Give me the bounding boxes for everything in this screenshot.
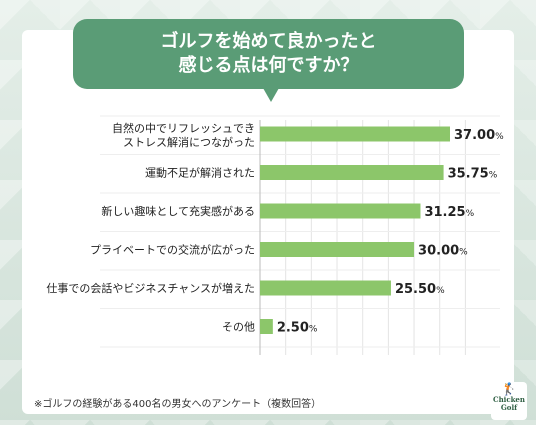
bar <box>260 242 415 257</box>
title-line-1: ゴルフを始めて良かったと <box>160 31 377 52</box>
category-label: その他 <box>222 321 255 334</box>
category-label: プライベートでの交流が広がった <box>90 243 255 257</box>
bar <box>260 203 421 219</box>
logo-text-line-2: Golf <box>500 403 518 412</box>
value-label: 30.00% <box>418 244 468 259</box>
logo-text-line-1: Chicken <box>493 395 525 404</box>
category-label: 自然の中でリフレッシュできストレス解消につながった <box>112 121 255 149</box>
value-label: 35.75% <box>448 167 498 182</box>
title-bubble-tail <box>263 88 279 102</box>
bar <box>260 165 444 180</box>
value-label: 31.25% <box>424 205 474 220</box>
golf-tee-icon: 🏌 <box>501 382 517 396</box>
bar <box>260 280 391 296</box>
footnote: ※ゴルフの経験がある400名の男女へのアンケート（複数回答） <box>34 399 322 410</box>
value-label: 37.00% <box>454 128 504 143</box>
title-line-2: 感じる点は何ですか？ <box>178 55 359 76</box>
category-label: 仕事での会話やビジネスチャンスが増えた <box>46 281 255 295</box>
title-bubble: ゴルフを始めて良かったと 感じる点は何ですか？ <box>73 19 464 89</box>
brand-logo: 🏌 Chicken Golf <box>491 382 527 420</box>
category-label: 運動不足が解消された <box>145 166 255 180</box>
bar <box>260 319 273 334</box>
category-label: 新しい趣味として充実感がある <box>101 204 255 218</box>
value-label: 25.50% <box>395 282 445 297</box>
bar <box>260 126 450 142</box>
value-label: 2.50% <box>277 321 318 336</box>
